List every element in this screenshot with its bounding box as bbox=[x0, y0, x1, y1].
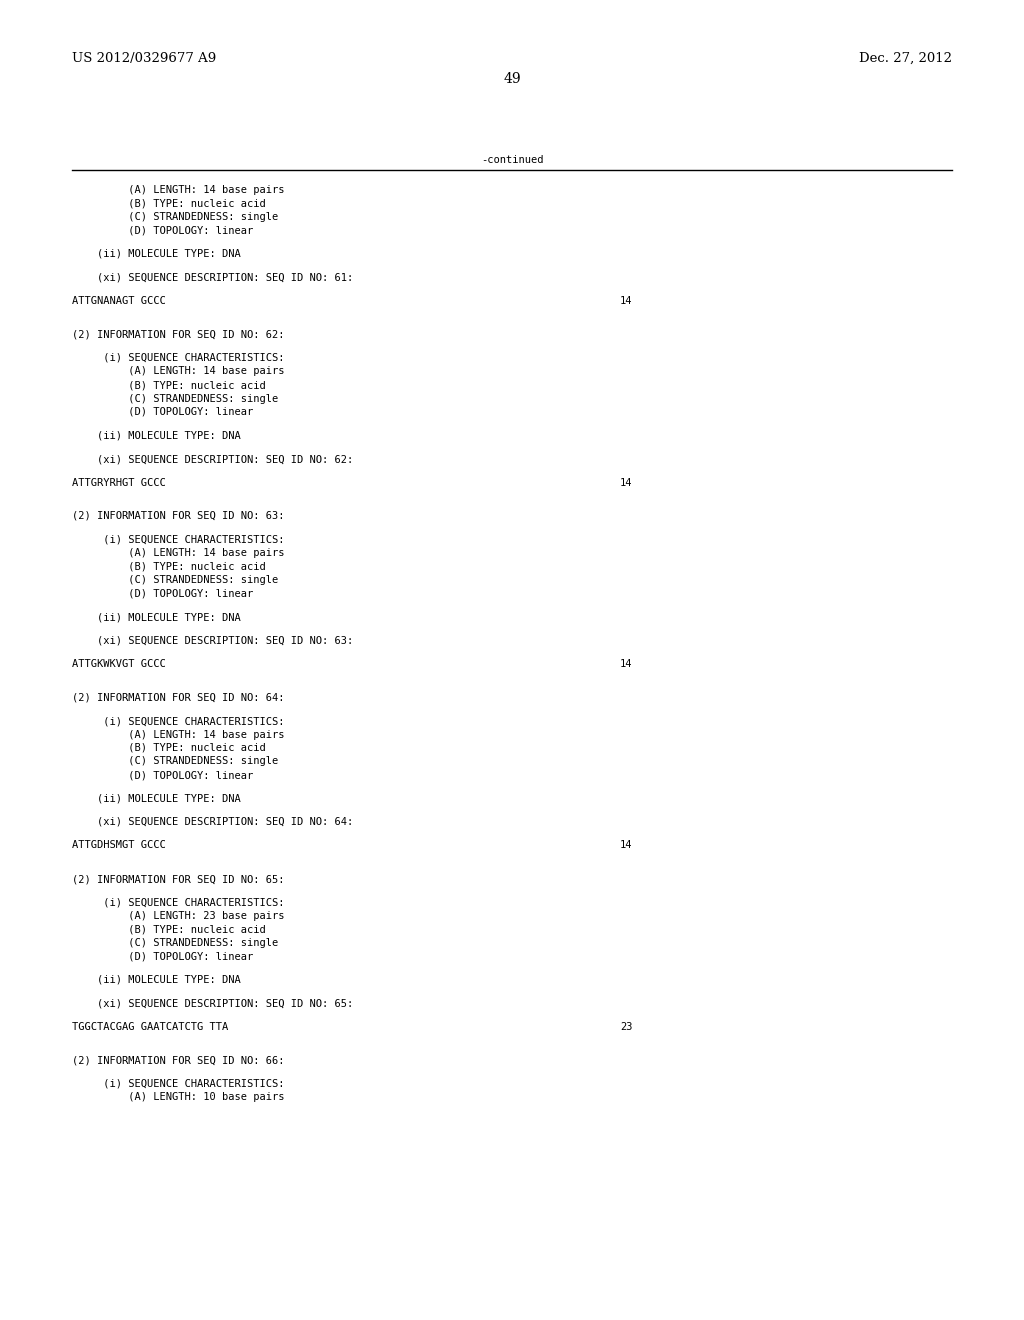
Text: ATTGDHSMGT GCCC: ATTGDHSMGT GCCC bbox=[72, 841, 166, 850]
Text: (2) INFORMATION FOR SEQ ID NO: 66:: (2) INFORMATION FOR SEQ ID NO: 66: bbox=[72, 1056, 285, 1065]
Text: TGGCTACGAG GAATCATCTG TTA: TGGCTACGAG GAATCATCTG TTA bbox=[72, 1022, 228, 1032]
Text: (A) LENGTH: 14 base pairs: (A) LENGTH: 14 base pairs bbox=[72, 185, 285, 195]
Text: (ii) MOLECULE TYPE: DNA: (ii) MOLECULE TYPE: DNA bbox=[72, 612, 241, 622]
Text: US 2012/0329677 A9: US 2012/0329677 A9 bbox=[72, 51, 216, 65]
Text: (D) TOPOLOGY: linear: (D) TOPOLOGY: linear bbox=[72, 952, 253, 961]
Text: (B) TYPE: nucleic acid: (B) TYPE: nucleic acid bbox=[72, 924, 266, 935]
Text: (A) LENGTH: 14 base pairs: (A) LENGTH: 14 base pairs bbox=[72, 548, 285, 558]
Text: (i) SEQUENCE CHARACTERISTICS:: (i) SEQUENCE CHARACTERISTICS: bbox=[72, 1078, 285, 1089]
Text: (xi) SEQUENCE DESCRIPTION: SEQ ID NO: 63:: (xi) SEQUENCE DESCRIPTION: SEQ ID NO: 63… bbox=[72, 635, 353, 645]
Text: (i) SEQUENCE CHARACTERISTICS:: (i) SEQUENCE CHARACTERISTICS: bbox=[72, 535, 285, 544]
Text: (i) SEQUENCE CHARACTERISTICS:: (i) SEQUENCE CHARACTERISTICS: bbox=[72, 715, 285, 726]
Text: (2) INFORMATION FOR SEQ ID NO: 62:: (2) INFORMATION FOR SEQ ID NO: 62: bbox=[72, 330, 285, 339]
Text: (2) INFORMATION FOR SEQ ID NO: 64:: (2) INFORMATION FOR SEQ ID NO: 64: bbox=[72, 693, 285, 702]
Text: (2) INFORMATION FOR SEQ ID NO: 63:: (2) INFORMATION FOR SEQ ID NO: 63: bbox=[72, 511, 285, 521]
Text: (xi) SEQUENCE DESCRIPTION: SEQ ID NO: 64:: (xi) SEQUENCE DESCRIPTION: SEQ ID NO: 64… bbox=[72, 817, 353, 828]
Text: ATTGNANAGT GCCC: ATTGNANAGT GCCC bbox=[72, 296, 166, 306]
Text: (B) TYPE: nucleic acid: (B) TYPE: nucleic acid bbox=[72, 743, 266, 752]
Text: (D) TOPOLOGY: linear: (D) TOPOLOGY: linear bbox=[72, 407, 253, 417]
Text: (C) STRANDEDNESS: single: (C) STRANDEDNESS: single bbox=[72, 213, 279, 222]
Text: (ii) MOLECULE TYPE: DNA: (ii) MOLECULE TYPE: DNA bbox=[72, 430, 241, 441]
Text: 14: 14 bbox=[620, 478, 633, 487]
Text: (B) TYPE: nucleic acid: (B) TYPE: nucleic acid bbox=[72, 561, 266, 572]
Text: (B) TYPE: nucleic acid: (B) TYPE: nucleic acid bbox=[72, 198, 266, 209]
Text: (ii) MOLECULE TYPE: DNA: (ii) MOLECULE TYPE: DNA bbox=[72, 249, 241, 259]
Text: ATTGRYRHGT GCCC: ATTGRYRHGT GCCC bbox=[72, 478, 166, 487]
Text: (xi) SEQUENCE DESCRIPTION: SEQ ID NO: 65:: (xi) SEQUENCE DESCRIPTION: SEQ ID NO: 65… bbox=[72, 998, 353, 1008]
Text: 49: 49 bbox=[503, 73, 521, 86]
Text: (B) TYPE: nucleic acid: (B) TYPE: nucleic acid bbox=[72, 380, 266, 389]
Text: (A) LENGTH: 14 base pairs: (A) LENGTH: 14 base pairs bbox=[72, 367, 285, 376]
Text: (D) TOPOLOGY: linear: (D) TOPOLOGY: linear bbox=[72, 589, 253, 598]
Text: (i) SEQUENCE CHARACTERISTICS:: (i) SEQUENCE CHARACTERISTICS: bbox=[72, 352, 285, 363]
Text: (ii) MOLECULE TYPE: DNA: (ii) MOLECULE TYPE: DNA bbox=[72, 793, 241, 804]
Text: (C) STRANDEDNESS: single: (C) STRANDEDNESS: single bbox=[72, 393, 279, 404]
Text: (xi) SEQUENCE DESCRIPTION: SEQ ID NO: 61:: (xi) SEQUENCE DESCRIPTION: SEQ ID NO: 61… bbox=[72, 272, 353, 282]
Text: 14: 14 bbox=[620, 841, 633, 850]
Text: Dec. 27, 2012: Dec. 27, 2012 bbox=[859, 51, 952, 65]
Text: (D) TOPOLOGY: linear: (D) TOPOLOGY: linear bbox=[72, 226, 253, 235]
Text: (2) INFORMATION FOR SEQ ID NO: 65:: (2) INFORMATION FOR SEQ ID NO: 65: bbox=[72, 874, 285, 884]
Text: (C) STRANDEDNESS: single: (C) STRANDEDNESS: single bbox=[72, 939, 279, 948]
Text: (ii) MOLECULE TYPE: DNA: (ii) MOLECULE TYPE: DNA bbox=[72, 975, 241, 985]
Text: (A) LENGTH: 10 base pairs: (A) LENGTH: 10 base pairs bbox=[72, 1093, 285, 1102]
Text: 14: 14 bbox=[620, 296, 633, 306]
Text: (C) STRANDEDNESS: single: (C) STRANDEDNESS: single bbox=[72, 576, 279, 585]
Text: 23: 23 bbox=[620, 1022, 633, 1032]
Text: ATTGKWKVGT GCCC: ATTGKWKVGT GCCC bbox=[72, 659, 166, 669]
Text: 14: 14 bbox=[620, 659, 633, 669]
Text: -continued: -continued bbox=[480, 154, 544, 165]
Text: (A) LENGTH: 23 base pairs: (A) LENGTH: 23 base pairs bbox=[72, 911, 285, 921]
Text: (xi) SEQUENCE DESCRIPTION: SEQ ID NO: 62:: (xi) SEQUENCE DESCRIPTION: SEQ ID NO: 62… bbox=[72, 454, 353, 465]
Text: (D) TOPOLOGY: linear: (D) TOPOLOGY: linear bbox=[72, 770, 253, 780]
Text: (A) LENGTH: 14 base pairs: (A) LENGTH: 14 base pairs bbox=[72, 730, 285, 739]
Text: (C) STRANDEDNESS: single: (C) STRANDEDNESS: single bbox=[72, 756, 279, 767]
Text: (i) SEQUENCE CHARACTERISTICS:: (i) SEQUENCE CHARACTERISTICS: bbox=[72, 898, 285, 908]
